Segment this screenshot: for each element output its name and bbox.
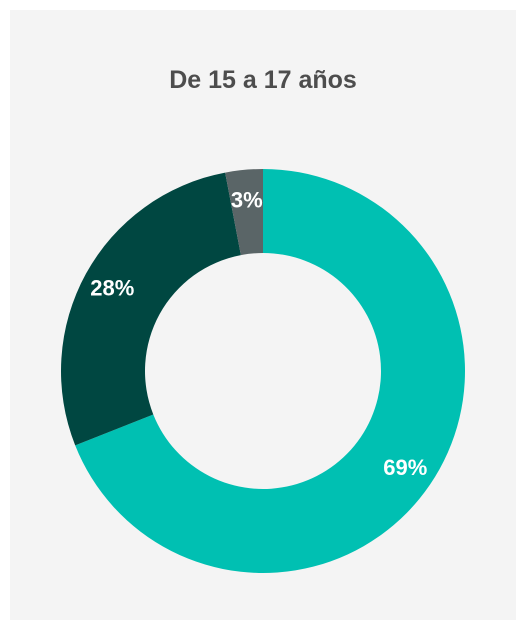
- slice-label-3: 3%: [231, 187, 263, 212]
- donut-slice-1: [75, 169, 465, 573]
- slice-label-1: 69%: [383, 455, 427, 480]
- donut-slice-2: [60, 172, 241, 446]
- chart-title: De 15 a 17 años: [169, 66, 357, 94]
- donut-slice-3: [225, 169, 263, 256]
- slice-label-2: 28%: [90, 276, 134, 301]
